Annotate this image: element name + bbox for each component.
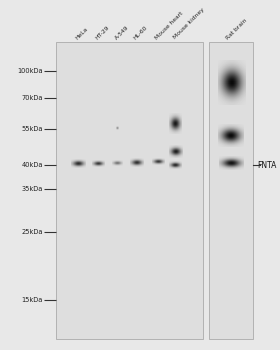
Text: HeLa: HeLa (74, 26, 89, 41)
Text: 100kDa: 100kDa (17, 68, 43, 74)
Text: FNTA: FNTA (257, 161, 276, 169)
Text: HL-60: HL-60 (133, 25, 149, 41)
Text: 55kDa: 55kDa (21, 126, 43, 132)
Bar (209, 42, 253, 339)
Text: 15kDa: 15kDa (21, 297, 43, 303)
Bar (56, 42, 203, 339)
Text: 40kDa: 40kDa (21, 162, 43, 168)
Text: Mouse kidney: Mouse kidney (172, 7, 205, 41)
Text: Rat brain: Rat brain (225, 18, 248, 41)
Text: 35kDa: 35kDa (21, 186, 43, 192)
Text: 25kDa: 25kDa (21, 229, 43, 235)
Text: HT-29: HT-29 (95, 25, 111, 41)
Text: 70kDa: 70kDa (21, 96, 43, 102)
Text: Mouse heart: Mouse heart (155, 10, 185, 41)
Text: A-549: A-549 (114, 25, 130, 41)
